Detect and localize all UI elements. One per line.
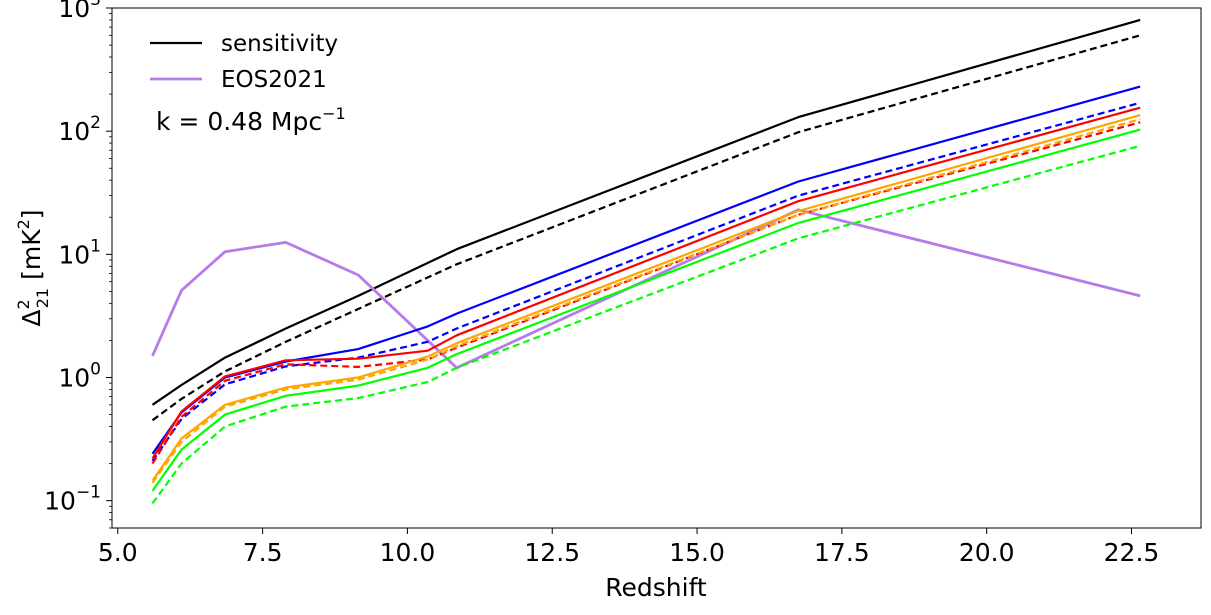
- y-axis-label: Δ221[mK2]: [14, 209, 52, 326]
- y-axis-label-symbol: Δ: [17, 309, 46, 326]
- y-tick-exponent: 0: [90, 360, 101, 380]
- x-tick-label: 15.0: [669, 538, 725, 567]
- y-axis-label-sup: 2: [14, 299, 33, 309]
- ticks-layer: 5.0 7.5 10.0 12.5 15.0 17.5 20.0 22.510−1100101…: [44, 0, 1159, 567]
- y-tick-exponent: −1: [76, 483, 101, 503]
- series-line-00ff00-dashed: [151, 144, 1141, 505]
- x-tick-label: 22.5: [1104, 538, 1160, 567]
- y-axis-label-unit-close: ]: [17, 209, 46, 219]
- series-line-ffa500-dashed: [151, 118, 1141, 484]
- k-annotation: k = 0.48 Mpc−1: [156, 104, 346, 136]
- y-axis-label-sub: 21: [33, 288, 52, 308]
- y-axis-label-unit: [mK: [17, 229, 46, 280]
- y-axis-label-unit-sup: 2: [14, 219, 33, 229]
- y-tick-label: 103: [58, 0, 101, 23]
- x-axis-label: Redshift: [605, 573, 707, 602]
- k-annotation-text: k = 0.48 Mpc: [156, 107, 322, 136]
- series-line-eos2021: [151, 208, 1141, 370]
- series-line-000000-dashed: [151, 34, 1141, 422]
- series-line-ffa500-solid: [151, 114, 1141, 482]
- series-line-sensitivity: [151, 18, 1141, 406]
- x-tick-label: 5.0: [98, 538, 138, 567]
- series-layer: [151, 18, 1141, 505]
- x-tick-label: 20.0: [959, 538, 1015, 567]
- y-tick-label: 101: [58, 236, 101, 269]
- y-tick-label: 102: [58, 113, 101, 146]
- y-tick-label: 100: [58, 360, 101, 393]
- y-tick-exponent: 2: [90, 113, 101, 133]
- series-line-00ff00-solid: [151, 128, 1141, 492]
- legend: sensitivity EOS2021: [150, 31, 338, 93]
- y-tick-exponent: 3: [90, 0, 101, 10]
- legend-label-sensitivity: sensitivity: [221, 31, 338, 57]
- x-tick-label: 17.5: [814, 538, 870, 567]
- y-tick-base: 10: [58, 0, 90, 23]
- legend-label-eos2021: EOS2021: [221, 67, 327, 93]
- series-line-ff0000-solid: [151, 106, 1141, 460]
- y-tick-base: 10: [44, 487, 76, 516]
- y-tick-base: 10: [58, 240, 90, 269]
- y-tick-exponent: 1: [90, 236, 101, 256]
- x-tick-label: 10.0: [380, 538, 436, 567]
- y-tick-base: 10: [58, 364, 90, 393]
- y-axis-label-group: Δ221[mK2]: [14, 209, 52, 326]
- series-line-ff0000-dashed: [151, 121, 1141, 465]
- x-tick-label: 12.5: [524, 538, 580, 567]
- y-tick-label: 10−1: [44, 483, 101, 516]
- x-tick-label: 7.5: [243, 538, 283, 567]
- k-annotation-exponent: −1: [322, 104, 346, 123]
- y-tick-base: 10: [58, 117, 90, 146]
- plot-area-frame: [111, 7, 1202, 529]
